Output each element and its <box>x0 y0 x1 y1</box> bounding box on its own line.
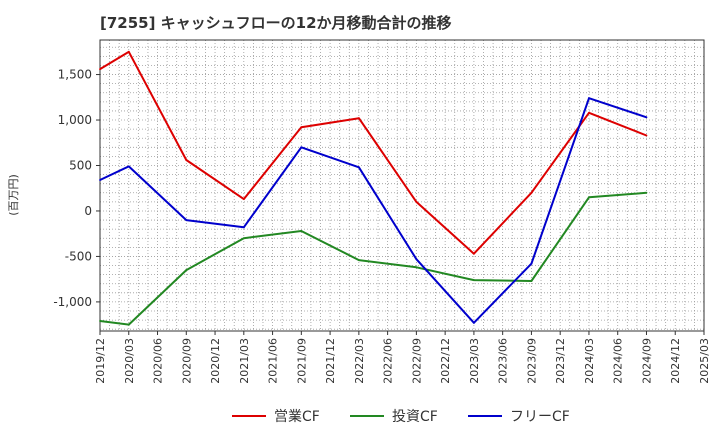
chart-title: [7255] キャッシュフローの12か月移動合計の推移 <box>100 14 452 32</box>
plot-border <box>99 39 705 332</box>
series-point-1 <box>530 280 533 282</box>
series-point-2 <box>99 179 101 181</box>
x-tick-label: 2020/06 <box>152 338 165 384</box>
series-point-1 <box>242 237 245 240</box>
y-tick-label: -1,000 <box>53 295 92 309</box>
x-tick-label: 2022/12 <box>439 338 452 384</box>
x-tick-label: 2022/06 <box>382 338 395 384</box>
legend-swatch-free-cf <box>468 415 502 417</box>
legend-item-investing-cf: 投資CF <box>350 406 438 426</box>
series-point-1 <box>473 279 475 281</box>
x-tick-label: 2021/12 <box>324 338 337 384</box>
y-tick-label: 500 <box>69 158 92 172</box>
series-point-2 <box>127 165 130 168</box>
series-point-2 <box>645 116 648 119</box>
series-point-1 <box>588 196 590 199</box>
legend-swatch-investing-cf <box>350 415 384 417</box>
series-point-0 <box>588 111 590 114</box>
y-tick-label: -500 <box>65 249 92 263</box>
series-point-1 <box>99 320 101 322</box>
y-tick-label: 1,000 <box>58 113 92 127</box>
x-tick-label: 2022/03 <box>353 338 366 384</box>
series-point-1 <box>300 230 303 232</box>
series-point-1 <box>185 269 188 271</box>
x-tick-label: 2020/09 <box>180 338 193 384</box>
series-point-2 <box>357 166 360 169</box>
x-tick-label: 2024/06 <box>612 338 625 384</box>
series-point-0 <box>242 198 245 201</box>
series-point-1 <box>415 266 418 269</box>
legend-item-free-cf: フリーCF <box>468 406 570 426</box>
series-point-0 <box>300 126 303 129</box>
x-tick-label: 2024/12 <box>669 338 682 384</box>
legend-label-operating-cf: 営業CF <box>274 409 320 425</box>
x-tick-label: 2023/12 <box>554 338 567 384</box>
series-point-1 <box>645 191 648 194</box>
x-tick-label: 2024/03 <box>583 338 596 384</box>
series-point-1 <box>357 259 360 261</box>
series-point-0 <box>530 191 533 194</box>
x-tick-label: 2025/03 <box>698 338 711 384</box>
legend-label-free-cf: フリーCF <box>510 409 570 425</box>
x-tick-label: 2021/06 <box>267 338 280 384</box>
series-point-2 <box>242 226 245 229</box>
series-point-2 <box>588 97 590 100</box>
x-tick-label: 2024/09 <box>640 338 653 384</box>
x-tick-label: 2021/09 <box>295 338 308 384</box>
x-tick-label: 2020/12 <box>209 338 222 384</box>
x-tick-label: 2019/12 <box>94 338 107 384</box>
x-tick-label: 2023/03 <box>468 338 481 384</box>
series-point-0 <box>185 159 188 161</box>
series-point-2 <box>415 258 418 261</box>
series-point-0 <box>99 68 101 70</box>
series-point-2 <box>473 321 475 324</box>
x-tick-label: 2022/09 <box>410 338 423 384</box>
legend-item-operating-cf: 営業CF <box>232 406 320 426</box>
series-point-2 <box>530 262 533 265</box>
legend-label-investing-cf: 投資CF <box>392 409 438 425</box>
series-point-2 <box>300 146 303 149</box>
series-point-2 <box>185 219 188 221</box>
legend-swatch-operating-cf <box>232 415 266 417</box>
series-point-1 <box>127 323 130 326</box>
x-tick-label: 2023/09 <box>525 338 538 384</box>
plot-area <box>100 40 704 331</box>
x-tick-label: 2023/06 <box>497 338 510 384</box>
series-point-0 <box>357 117 360 120</box>
y-tick-label: 1,500 <box>58 68 92 82</box>
series-point-0 <box>645 134 648 137</box>
series-point-0 <box>473 252 475 255</box>
legend: 営業CF 投資CF フリーCF <box>0 402 720 430</box>
series-point-0 <box>415 200 418 203</box>
x-tick-label: 2021/03 <box>238 338 251 384</box>
y-tick-label: 0 <box>84 204 92 218</box>
line-chart: -1,000 -500 0 500 1,000 1,500 2019/12 2020/03 20… <box>53 39 711 384</box>
series-point-0 <box>127 50 130 53</box>
x-tick-label: 2020/03 <box>123 338 136 384</box>
